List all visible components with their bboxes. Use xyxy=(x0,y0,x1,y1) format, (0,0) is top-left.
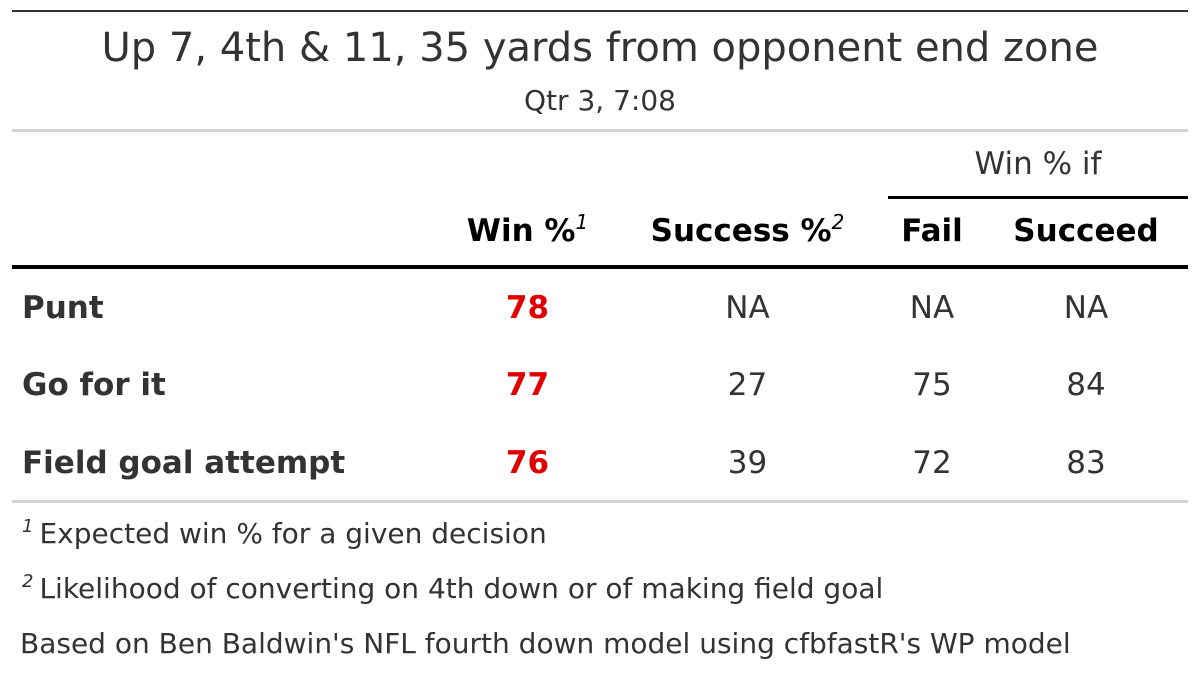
footnote-1: 1 Expected win % for a given decision xyxy=(22,516,547,552)
header-divider xyxy=(12,129,1188,132)
column-spanner-rule xyxy=(888,196,1188,199)
footnote-1-text: Expected win % for a given decision xyxy=(39,517,547,550)
column-header-win-text: Win % xyxy=(466,213,576,249)
row-label: Punt xyxy=(22,290,104,326)
column-spanner-label: Win % if xyxy=(974,146,1102,182)
top-rule xyxy=(12,10,1188,12)
footnote-2: 2 Likelihood of converting on 4th down or… xyxy=(22,571,883,607)
fail-value: 72 xyxy=(912,445,952,481)
table-row-go-for-it: Go for it 77 27 75 84 xyxy=(0,346,1200,424)
source-note: Based on Ben Baldwin's NFL fourth down m… xyxy=(20,627,1071,660)
footnote-2-mark: 2 xyxy=(22,571,34,592)
fail-value: 75 xyxy=(912,367,952,403)
table-row-field-goal: Field goal attempt 76 39 72 83 xyxy=(0,424,1200,502)
table-row-punt: Punt 78 NA NA NA xyxy=(0,269,1200,347)
column-header-success-text: Success % xyxy=(650,213,832,249)
footnote-mark-1: 1 xyxy=(575,210,589,234)
win-value: 78 xyxy=(505,290,550,326)
footnote-2-text: Likelihood of converting on 4th down or … xyxy=(39,572,884,605)
success-value: 39 xyxy=(727,445,768,481)
success-value: 27 xyxy=(727,367,768,403)
succeed-value: 83 xyxy=(1066,445,1106,481)
fail-value: NA xyxy=(909,290,955,326)
success-value: NA xyxy=(725,290,770,326)
succeed-value: 84 xyxy=(1066,367,1106,403)
row-label: Go for it xyxy=(22,367,166,403)
win-value: 76 xyxy=(505,445,550,481)
column-header-succeed: Succeed xyxy=(1013,213,1159,249)
footnote-mark-2: 2 xyxy=(831,210,845,234)
table-title: Up 7, 4th & 11, 35 yards from opponent e… xyxy=(101,25,1099,71)
column-header-fail: Fail xyxy=(901,213,963,249)
column-header-divider xyxy=(12,265,1188,269)
footnote-1-mark: 1 xyxy=(22,516,34,537)
succeed-value: NA xyxy=(1063,290,1109,326)
column-header-win: Win %1 xyxy=(430,211,625,251)
table-subtitle: Qtr 3, 7:08 xyxy=(524,84,676,117)
column-header-success: Success %2 xyxy=(625,211,870,251)
win-value: 77 xyxy=(505,367,550,403)
row-label: Field goal attempt xyxy=(22,445,346,481)
body-divider xyxy=(12,500,1188,503)
